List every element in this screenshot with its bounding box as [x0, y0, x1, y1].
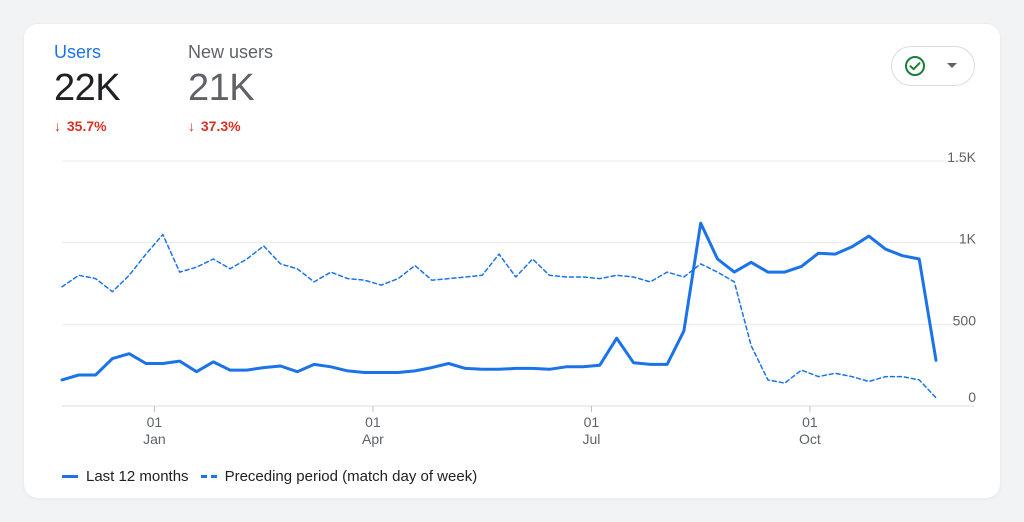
x-tick-day: 01: [365, 414, 381, 430]
new-users-metric-value: 21K: [188, 67, 255, 109]
check-circle-icon: [905, 56, 925, 76]
x-tick-month: Jan: [143, 431, 166, 447]
arrow-down-icon: ↓: [54, 118, 61, 134]
legend-item-preceding-period[interactable]: Preceding period (match day of week): [200, 468, 478, 485]
solid-line-swatch: [62, 475, 78, 478]
legend-item-last-12-months[interactable]: Last 12 months: [62, 468, 189, 485]
legend-label: Last 12 months: [86, 468, 189, 485]
x-tick-day: 01: [584, 414, 600, 430]
users-metric-label: Users: [54, 42, 102, 62]
y-tick-label: 500: [953, 312, 977, 328]
y-tick-label: 1.5K: [947, 149, 976, 165]
arrow-down-icon: ↓: [188, 118, 195, 134]
new-users-change-percent: 37.3%: [200, 118, 241, 134]
chevron-down-icon: [947, 63, 957, 68]
x-tick-month: Apr: [362, 431, 384, 447]
new-users-metric-label: New users: [188, 42, 274, 62]
x-tick-month: Oct: [799, 431, 821, 447]
series-line-preceding-period: [61, 233, 937, 399]
users-metric-change: ↓ 35.7%: [54, 118, 120, 134]
compare-dropdown-button[interactable]: [891, 46, 975, 86]
dashed-line-swatch: [200, 475, 217, 478]
legend-label: Preceding period (match day of week): [224, 468, 478, 485]
x-tick-day: 01: [802, 414, 818, 430]
x-tick-month: Jul: [582, 431, 600, 447]
new-users-metric-tab[interactable]: New users 21K ↓ 37.3%: [188, 42, 273, 134]
chart-legend: Last 12 months Preceding period (match d…: [62, 468, 489, 485]
series-line-last-12-months: [60, 221, 938, 382]
users-metric-tab[interactable]: Users 22K ↓ 35.7%: [54, 42, 121, 134]
users-metric-value: 22K: [54, 67, 121, 109]
users-change-percent: 35.7%: [66, 118, 107, 134]
users-chart-card: Users 22K ↓ 35.7% New users 21K ↓ 37.3% …: [24, 24, 1000, 498]
x-tick-day: 01: [147, 414, 163, 430]
y-tick-label: 0: [968, 389, 976, 405]
y-tick-label: 1K: [959, 231, 977, 247]
new-users-metric-change: ↓ 37.3%: [188, 118, 273, 134]
